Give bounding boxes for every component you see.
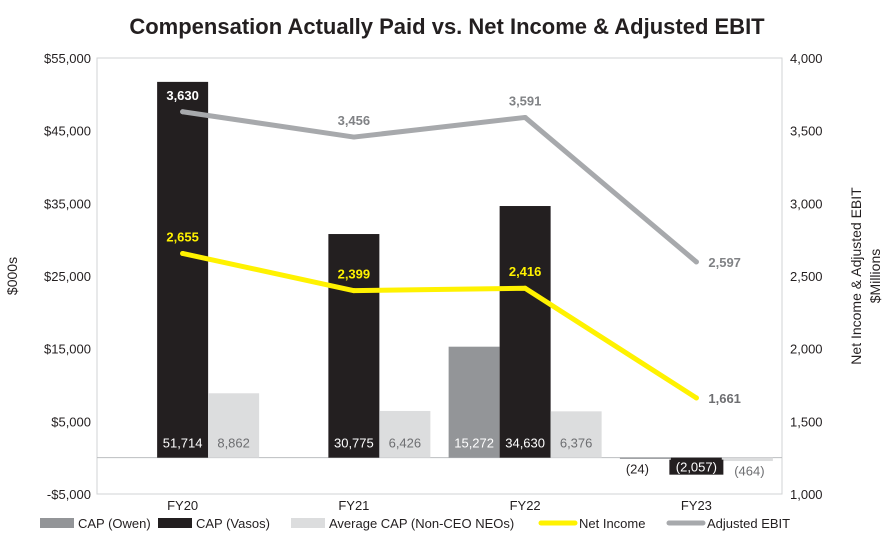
legend-swatch [40, 518, 74, 528]
line-value-label: 1,661 [708, 391, 741, 406]
bar [208, 393, 260, 458]
line-point [180, 250, 186, 256]
bar-label-bg [669, 459, 724, 475]
bar [448, 346, 500, 458]
data-labels-layer: 15,272 (24) 51,714 30,775 34,630 (2,057) 8,862… [163, 88, 765, 479]
y2-tick-label: 1,500 [790, 414, 823, 429]
y-tick-label: $25,000 [44, 269, 91, 284]
x-tick-label: FY22 [510, 498, 541, 513]
bar [499, 206, 551, 458]
bar-value-label: (2,057) [676, 460, 717, 475]
y-tick-label: $35,000 [44, 196, 91, 211]
line-point [351, 288, 357, 294]
y-tick-label: $45,000 [44, 124, 91, 139]
line-point [522, 114, 528, 120]
line-value-label: 2,399 [338, 267, 371, 282]
legend-label: Average CAP (Non-CEO NEOs) [329, 516, 514, 531]
legend-label: CAP (Vasos) [196, 516, 270, 531]
line-value-label: 3,591 [509, 93, 542, 108]
y2-tick-label: 4,000 [790, 51, 823, 66]
x-tick-label: FY23 [681, 498, 712, 513]
y2-tick-label: 3,500 [790, 124, 823, 139]
x-tick-label: FY21 [338, 498, 369, 513]
line-point [180, 109, 186, 115]
line-point [522, 285, 528, 291]
bar [721, 457, 773, 462]
x-tick-label: FY20 [167, 498, 198, 513]
line-point [693, 395, 699, 401]
y-tick-label: $15,000 [44, 342, 91, 357]
legend-label: Net Income [579, 516, 645, 531]
bar-value-label: 15,272 [454, 436, 494, 451]
y-tick-label: $5,000 [51, 414, 91, 429]
line-point [351, 134, 357, 140]
legend-swatch [291, 518, 325, 528]
line-point [693, 259, 699, 265]
bar [379, 410, 431, 458]
legend-swatch [158, 518, 192, 528]
bar-value-label: 30,775 [334, 436, 374, 451]
y2-tick-label: 1,000 [790, 487, 823, 502]
y2-tick-label: 2,000 [790, 342, 823, 357]
bar-value-label: (24) [626, 462, 649, 477]
plot-border [96, 57, 783, 495]
y2-axis-subtitle: $Millions [867, 249, 883, 303]
chart-title: Compensation Actually Paid vs. Net Incom… [129, 14, 765, 39]
bar-value-label: 6,426 [389, 436, 422, 451]
bars-layer [157, 81, 773, 473]
y2-tick-label: 2,500 [790, 269, 823, 284]
lines-layer [180, 109, 699, 401]
y-axis-title: $000s [4, 257, 20, 295]
line-value-label: 3,630 [166, 88, 199, 103]
y2-tick-label: 3,000 [790, 196, 823, 211]
bar-value-label: 8,862 [217, 436, 250, 451]
line-series [180, 109, 699, 265]
bar [328, 234, 380, 458]
y2-axis-title: Net Income & Adjusted EBIT [848, 187, 864, 365]
bar-value-label: (464) [734, 464, 764, 479]
legend-label: CAP (Owen) [78, 516, 151, 531]
bar [550, 411, 602, 458]
line-value-label: 3,456 [338, 113, 371, 128]
line-value-label: 2,597 [708, 255, 741, 270]
bar-value-label: 34,630 [505, 436, 545, 451]
bar-value-label: 51,714 [163, 436, 203, 451]
y-tick-label: -$5,000 [47, 487, 91, 502]
legend-layer: CAP (Owen) CAP (Vasos) Average CAP (Non-CE… [40, 516, 790, 531]
axes-layer: -$5,000 $5,000 $15,000 $25,000 $35,000 $45,00… [4, 51, 883, 513]
legend-label: Adjusted EBIT [707, 516, 790, 531]
line-value-label: 2,655 [166, 229, 199, 244]
bar [157, 81, 209, 458]
y-tick-label: $55,000 [44, 51, 91, 66]
bar-value-label: 6,376 [560, 436, 593, 451]
line-value-label: 2,416 [509, 264, 542, 279]
bar [619, 457, 671, 459]
line-series [180, 250, 699, 401]
